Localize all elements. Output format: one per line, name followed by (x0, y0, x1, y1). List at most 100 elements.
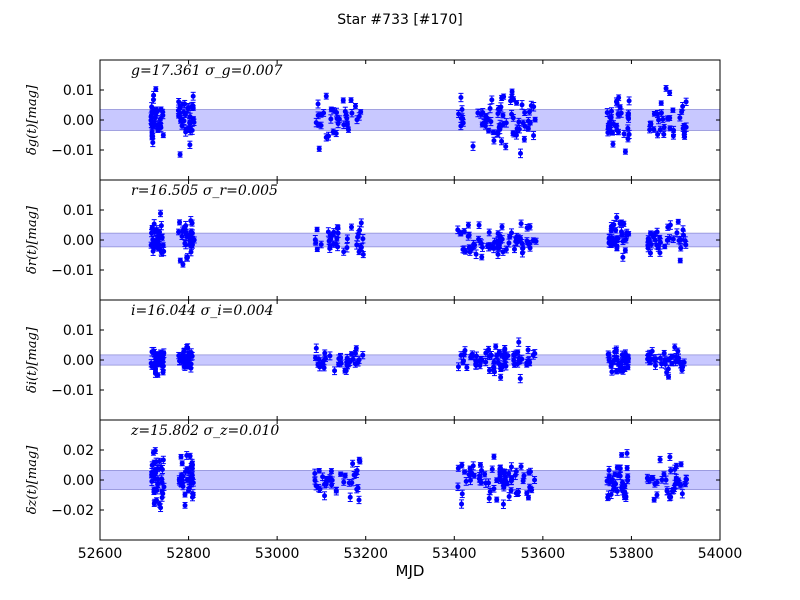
data-point (614, 488, 620, 494)
data-point (614, 464, 620, 470)
data-point (502, 346, 508, 352)
data-point (613, 123, 619, 129)
data-point (524, 359, 530, 365)
data-point (349, 480, 355, 486)
data-point (508, 487, 514, 493)
data-point (670, 107, 676, 113)
data-point (463, 248, 469, 254)
data-point (675, 348, 681, 354)
data-point (624, 465, 630, 471)
data-point (159, 234, 165, 240)
data-point (625, 474, 631, 480)
data-point (487, 367, 493, 373)
data-point (188, 361, 194, 367)
data-point (466, 232, 472, 238)
data-point (508, 98, 514, 104)
y-axis-label-g: δg(t)[mag] (25, 84, 40, 155)
data-point (160, 242, 166, 248)
data-point (519, 240, 525, 246)
data-point (314, 246, 320, 252)
data-point (177, 152, 183, 158)
points-r (148, 209, 689, 268)
data-point (613, 368, 619, 374)
data-point (667, 235, 673, 241)
data-point (503, 144, 509, 150)
data-point (186, 485, 192, 491)
data-point (605, 351, 611, 357)
data-point (677, 258, 683, 264)
data-point (530, 352, 536, 358)
data-point (187, 234, 193, 240)
data-point (683, 476, 689, 482)
data-point (458, 123, 464, 129)
data-point (349, 110, 355, 116)
data-point (179, 460, 185, 466)
data-point (497, 473, 503, 479)
data-point (500, 249, 506, 255)
data-point (328, 106, 334, 112)
data-point (467, 477, 473, 483)
data-point (473, 251, 479, 257)
data-point (516, 355, 522, 361)
data-point (622, 149, 628, 155)
y-tick-label: 0.01 (63, 323, 94, 339)
data-point (652, 481, 658, 487)
data-point (161, 484, 167, 490)
panel-annotation-g: g=17.361 σ_g=0.007 (131, 63, 283, 79)
data-point (614, 215, 620, 221)
data-point (323, 134, 329, 140)
data-point (618, 110, 624, 116)
data-point (463, 478, 469, 484)
data-point (351, 472, 357, 478)
data-point (525, 241, 531, 247)
data-point (155, 125, 161, 131)
data-point (527, 484, 533, 490)
data-point (604, 110, 610, 116)
data-point (189, 466, 195, 472)
data-point (495, 131, 501, 137)
points-i (148, 337, 687, 384)
data-point (183, 469, 189, 475)
data-point (152, 448, 158, 454)
data-point (645, 245, 651, 251)
data-point (478, 111, 484, 117)
data-point (678, 461, 684, 467)
data-point (335, 224, 341, 230)
data-point (336, 356, 342, 362)
data-point (506, 494, 512, 500)
data-point (151, 242, 157, 248)
data-point (527, 224, 533, 230)
data-point (343, 368, 349, 374)
data-point (148, 113, 154, 119)
data-point (344, 236, 350, 242)
data-point (611, 357, 617, 363)
data-point (509, 111, 515, 117)
data-point (460, 116, 466, 122)
data-point (323, 93, 329, 99)
data-point (317, 486, 323, 492)
data-point (461, 358, 467, 364)
data-point (513, 468, 519, 474)
data-point (149, 462, 155, 468)
data-point (189, 220, 195, 226)
data-point (332, 368, 338, 374)
data-point (654, 242, 660, 248)
data-point (661, 131, 667, 137)
data-point (184, 364, 190, 370)
points-g (148, 85, 689, 159)
data-point (608, 363, 614, 369)
data-point (483, 350, 489, 356)
data-point (511, 362, 517, 368)
data-point (326, 238, 332, 244)
data-point (501, 94, 507, 100)
data-point (312, 477, 318, 483)
data-point (354, 242, 360, 248)
data-point (491, 486, 497, 492)
data-point (177, 110, 183, 116)
data-point (479, 122, 485, 128)
data-point (483, 359, 489, 365)
data-point (667, 454, 673, 460)
data-point (322, 350, 328, 356)
data-point (314, 226, 320, 232)
x-tick-label: 53400 (432, 546, 477, 562)
